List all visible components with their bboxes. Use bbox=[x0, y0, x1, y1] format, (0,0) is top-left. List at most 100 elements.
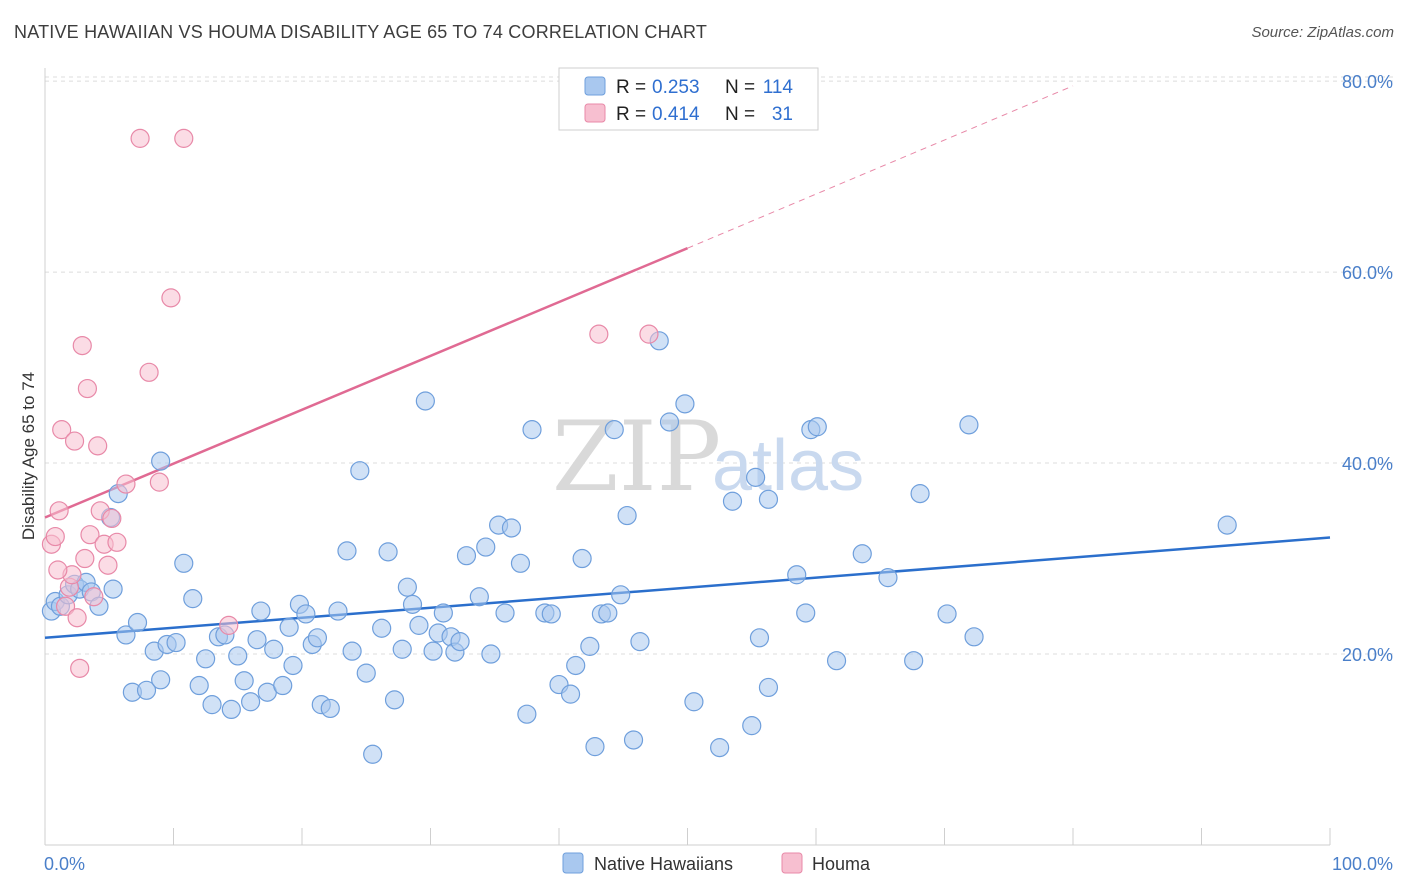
point-houma-13 bbox=[80, 525, 100, 545]
point-native-hawaiians-110 bbox=[937, 604, 957, 624]
point-houma-2 bbox=[49, 501, 69, 521]
point-houma-21 bbox=[116, 474, 136, 494]
point-houma-3 bbox=[52, 420, 72, 440]
y-tick-label-1: 40.0% bbox=[1342, 454, 1393, 474]
point-houma-28 bbox=[589, 324, 609, 344]
point-houma-19 bbox=[102, 508, 122, 529]
points-layer bbox=[41, 128, 1237, 764]
point-houma-22 bbox=[130, 128, 150, 148]
legend-n-value-2: 31 bbox=[772, 104, 793, 125]
point-houma-24 bbox=[149, 472, 169, 492]
point-native-hawaiians-92 bbox=[675, 394, 695, 414]
point-native-hawaiians-72 bbox=[510, 553, 531, 573]
point-native-hawaiians-48 bbox=[350, 461, 370, 481]
point-native-hawaiians-22 bbox=[183, 589, 203, 609]
bottom-legend-label-native-hawaiians: Native Hawaiians bbox=[594, 854, 733, 874]
legend-r-value-1: 0.253 bbox=[652, 77, 700, 98]
point-native-hawaiians-104 bbox=[807, 417, 827, 437]
point-native-hawaiians-97 bbox=[746, 467, 766, 487]
x-tick-label-min: 0.0% bbox=[44, 854, 85, 874]
point-native-hawaiians-81 bbox=[580, 636, 600, 656]
point-native-hawaiians-61 bbox=[433, 603, 453, 623]
point-native-hawaiians-32 bbox=[247, 630, 267, 650]
point-native-hawaiians-68 bbox=[481, 644, 501, 664]
y-tick-labels: 20.0% 40.0% 60.0% 80.0% bbox=[1342, 72, 1393, 665]
trend-line-houma-extension bbox=[687, 85, 1074, 249]
point-native-hawaiians-71 bbox=[501, 518, 522, 538]
y-axis-title: Disability Age 65 to 74 bbox=[19, 372, 38, 540]
point-native-hawaiians-96 bbox=[742, 716, 762, 736]
point-native-hawaiians-108 bbox=[904, 651, 924, 671]
point-native-hawaiians-93 bbox=[684, 692, 704, 712]
point-houma-4 bbox=[55, 596, 76, 616]
bottom-legend-swatch-houma bbox=[781, 852, 803, 874]
point-native-hawaiians-38 bbox=[283, 655, 303, 676]
trend-layer bbox=[44, 85, 1331, 640]
legend-swatch-native-hawaiians bbox=[584, 76, 606, 96]
point-native-hawaiians-76 bbox=[541, 604, 561, 624]
point-native-hawaiians-56 bbox=[402, 594, 423, 614]
point-houma-30 bbox=[48, 560, 68, 580]
point-native-hawaiians-111 bbox=[959, 415, 979, 435]
point-houma-1 bbox=[45, 526, 65, 547]
bottom-legend-label-houma: Houma bbox=[812, 854, 871, 874]
point-houma-11 bbox=[75, 548, 95, 569]
point-native-hawaiians-45 bbox=[328, 601, 348, 621]
point-native-hawaiians-46 bbox=[337, 541, 357, 561]
point-native-hawaiians-67 bbox=[476, 537, 496, 557]
legend-r-label-1: R = bbox=[616, 77, 646, 98]
point-native-hawaiians-101 bbox=[787, 565, 807, 585]
point-native-hawaiians-55 bbox=[397, 577, 417, 597]
trend-line-houma bbox=[44, 247, 688, 519]
point-native-hawaiians-87 bbox=[617, 505, 637, 526]
legend-r-label-2: R = bbox=[616, 104, 646, 125]
point-houma-8 bbox=[67, 608, 87, 628]
point-native-hawaiians-35 bbox=[264, 639, 284, 659]
point-native-hawaiians-66 bbox=[469, 587, 489, 607]
point-native-hawaiians-28 bbox=[221, 699, 241, 720]
point-houma-9 bbox=[72, 335, 92, 356]
x-tick-label-max: 100.0% bbox=[1332, 854, 1393, 874]
point-native-hawaiians-82 bbox=[585, 737, 605, 757]
point-native-hawaiians-13 bbox=[127, 612, 148, 633]
watermark: ZIP atlas bbox=[552, 401, 864, 513]
point-native-hawaiians-15 bbox=[136, 680, 157, 700]
point-native-hawaiians-25 bbox=[202, 695, 222, 715]
point-native-hawaiians-19 bbox=[166, 632, 186, 653]
point-native-hawaiians-40 bbox=[296, 604, 316, 624]
bottom-legend-swatch-native-hawaiians bbox=[562, 852, 584, 874]
point-houma-7 bbox=[64, 431, 85, 451]
chart-title: NATIVE HAWAIIAN VS HOUMA DISABILITY AGE … bbox=[14, 22, 708, 42]
legend-swatch-houma bbox=[584, 103, 606, 123]
watermark-zip: ZIP bbox=[552, 401, 721, 513]
point-native-hawaiians-88 bbox=[623, 730, 644, 750]
point-native-hawaiians-84 bbox=[598, 603, 618, 623]
point-native-hawaiians-107 bbox=[878, 568, 898, 588]
point-houma-23 bbox=[139, 362, 159, 382]
point-native-hawaiians-12 bbox=[116, 625, 136, 645]
point-native-hawaiians-78 bbox=[560, 684, 581, 704]
point-native-hawaiians-24 bbox=[196, 649, 216, 669]
point-houma-15 bbox=[88, 436, 108, 456]
point-houma-18 bbox=[98, 555, 118, 575]
point-native-hawaiians-47 bbox=[342, 641, 362, 661]
point-native-hawaiians-42 bbox=[307, 628, 328, 648]
point-native-hawaiians-59 bbox=[423, 641, 443, 661]
legend-n-value-1: 114 bbox=[763, 77, 794, 98]
grid-layer bbox=[45, 76, 1394, 655]
point-native-hawaiians-105 bbox=[826, 651, 847, 671]
y-tick-label-2: 60.0% bbox=[1342, 263, 1393, 283]
point-native-hawaiians-65 bbox=[456, 546, 477, 566]
legend-r-value-2: 0.414 bbox=[652, 104, 700, 125]
point-native-hawaiians-80 bbox=[572, 548, 592, 569]
point-native-hawaiians-79 bbox=[566, 655, 586, 676]
point-native-hawaiians-58 bbox=[415, 391, 435, 411]
point-houma-10 bbox=[70, 658, 90, 678]
point-native-hawaiians-109 bbox=[910, 484, 930, 504]
point-native-hawaiians-33 bbox=[251, 601, 271, 621]
point-native-hawaiians-91 bbox=[659, 412, 680, 432]
point-native-hawaiians-36 bbox=[273, 675, 293, 696]
point-native-hawaiians-70 bbox=[495, 603, 515, 623]
x-ticks bbox=[44, 828, 1331, 845]
point-native-hawaiians-74 bbox=[522, 420, 542, 440]
